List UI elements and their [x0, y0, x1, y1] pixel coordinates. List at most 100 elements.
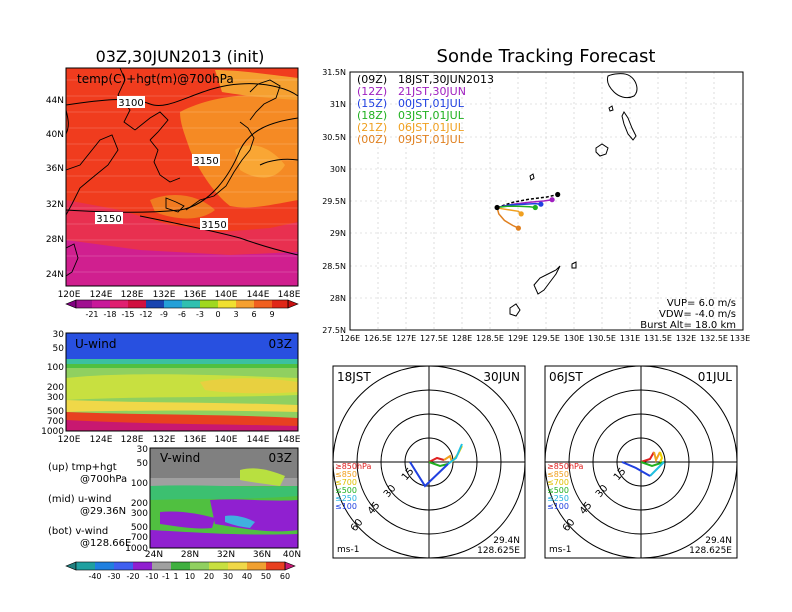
temp-map-label: temp(C)+hgt(m)@700hPa — [77, 72, 234, 86]
hodo-right-lon: 128.625E — [689, 546, 732, 556]
tick-label: 9 — [269, 310, 274, 319]
tick-label: -40 — [88, 572, 101, 581]
tick-label: 120E — [58, 435, 81, 445]
tick-label: -30 — [107, 572, 120, 581]
note-bot-sub: @128.66E — [80, 538, 131, 549]
legend-time: 21JST,30JUN — [398, 85, 466, 98]
tick-label: 128E — [121, 290, 144, 300]
tick-label: 30N — [330, 165, 346, 174]
level-label: ≤700 — [335, 478, 357, 487]
panel-notes: (up) tmp+hgt @700hPa (mid) u-wind @29.36… — [48, 462, 131, 549]
tick-label: 1000 — [125, 544, 148, 554]
hodo-left-unit: ms-1 — [337, 545, 359, 555]
tick-label: 28.5N — [322, 262, 346, 271]
legend-time: 00JST,01JUL — [398, 97, 465, 110]
tick-label: 132E — [153, 290, 176, 300]
tick-label: 40N — [283, 550, 301, 560]
hodo-right-label1: 06JST — [549, 370, 583, 384]
v-wind-time: 03Z — [269, 451, 293, 465]
tick-label: 128.5E — [476, 334, 504, 343]
tick-label: 100 — [47, 363, 64, 373]
legend-time: 06JST,01JUL — [398, 121, 465, 134]
tick-label: 100 — [131, 479, 148, 489]
track-endpoint — [555, 191, 561, 198]
tick-label: -15 — [121, 310, 134, 319]
v-wind-panel — [150, 448, 298, 548]
tick-label: 31.5N — [322, 68, 346, 77]
tick-label: 126E — [340, 334, 360, 343]
map-y-axis: 44N 40N 36N 32N 28N 24N — [46, 96, 64, 280]
tick-label: 29N — [330, 229, 346, 238]
temp-map-frame — [65, 67, 299, 287]
track-endpoint — [538, 201, 544, 207]
tick-label: 300 — [47, 393, 64, 403]
tick-label: 30 — [137, 445, 149, 455]
level-label: ≤700 — [547, 478, 569, 487]
v-x-axis: 24N 28N 32N 36N 40N — [145, 550, 301, 560]
u-x-axis: 120E 124E 128E 132E 136E 140E 144E 148E — [58, 435, 301, 445]
tick-label: 126.5E — [364, 334, 392, 343]
u-wind-label: U-wind — [75, 337, 116, 351]
tick-label: -12 — [139, 310, 152, 319]
hodo-left-lat: 29.4N — [493, 536, 520, 546]
tick-label: 132E — [153, 435, 176, 445]
hodo-right-lat: 29.4N — [705, 536, 732, 546]
tick-label: 132E — [676, 334, 696, 343]
track-line — [496, 193, 558, 209]
tick-label: 3 — [233, 310, 238, 319]
tick-label: 128E — [452, 334, 472, 343]
wind-colorbar-ticks: -40 -30 -20 -10 -1 1 10 20 30 40 50 60 — [88, 572, 290, 581]
left-title: 03Z,30JUN2013 (init) — [96, 47, 265, 66]
tick-label: 136E — [184, 290, 207, 300]
param-burst: Burst Alt= 18.0 km — [640, 320, 736, 331]
u-wind-panel — [66, 333, 298, 431]
hodo-left-label2: 30JUN — [483, 370, 520, 384]
hodo-left-rings: 15 30 45 60 — [349, 466, 417, 534]
tick-label: 30 — [223, 572, 233, 581]
tick-label: 129E — [508, 334, 528, 343]
tick-label: 127E — [396, 334, 416, 343]
hodo-right-label2: 01JUL — [698, 370, 733, 384]
level-label: ≤850 — [547, 470, 569, 479]
tick-label: 300 — [131, 509, 148, 519]
track-line — [496, 207, 519, 229]
sonde-params: VUP= 6.0 m/s VDW= -4.0 m/s Burst Alt= 18… — [640, 298, 736, 331]
v-y-axis: 30 50 100 200 300 500 700 1000 — [125, 445, 148, 554]
note-up-sub: @700hPa — [80, 474, 127, 485]
tick-label: 50 — [53, 344, 65, 354]
temp-colorbar-ticks: -21 -18 -15 -12 -9 -6 -3 0 3 6 9 — [85, 310, 274, 319]
tick-label: 148E — [278, 435, 301, 445]
tick-label: 28N — [330, 294, 346, 303]
tick-label: 1 — [173, 572, 178, 581]
track-series — [494, 191, 561, 231]
tick-label: 500 — [131, 523, 148, 533]
tick-label: 32N — [46, 200, 64, 210]
track-endpoint — [532, 204, 538, 211]
tick-label: 136E — [184, 435, 207, 445]
tick-label: 10 — [185, 572, 195, 581]
tick-label: 0 — [215, 310, 220, 319]
contour-label: 3150 — [193, 156, 218, 167]
legend-code: (21Z) — [357, 121, 387, 134]
tick-label: 120E — [58, 290, 81, 300]
launch-point — [494, 204, 500, 211]
track-frame — [349, 71, 744, 331]
u-wind-time: 03Z — [269, 337, 293, 351]
tick-label: 44N — [46, 96, 64, 106]
tick-label: 27.5N — [322, 326, 346, 335]
tick-label: 124E — [90, 435, 113, 445]
tick-label: 28N — [181, 550, 199, 560]
tick-label: 29.5N — [322, 197, 346, 206]
hodo-right-levels: ≥850hPa ≤850 ≤700 ≤500 ≤250 ≤100 — [547, 462, 584, 511]
level-label: ≥850hPa — [547, 462, 584, 471]
track-line — [497, 205, 536, 209]
note-up: (up) tmp+hgt — [48, 462, 117, 473]
param-vdw: VDW= -4.0 m/s — [659, 309, 736, 320]
legend-code: (12Z) — [357, 85, 387, 98]
u-y-axis: 30 50 100 200 300 500 700 1000 — [41, 330, 64, 437]
contour-labels: 3100 3150 3150 3150 — [95, 96, 228, 231]
tick-label: -20 — [126, 572, 139, 581]
temp-map — [66, 68, 298, 286]
tick-label: 130.5E — [588, 334, 616, 343]
